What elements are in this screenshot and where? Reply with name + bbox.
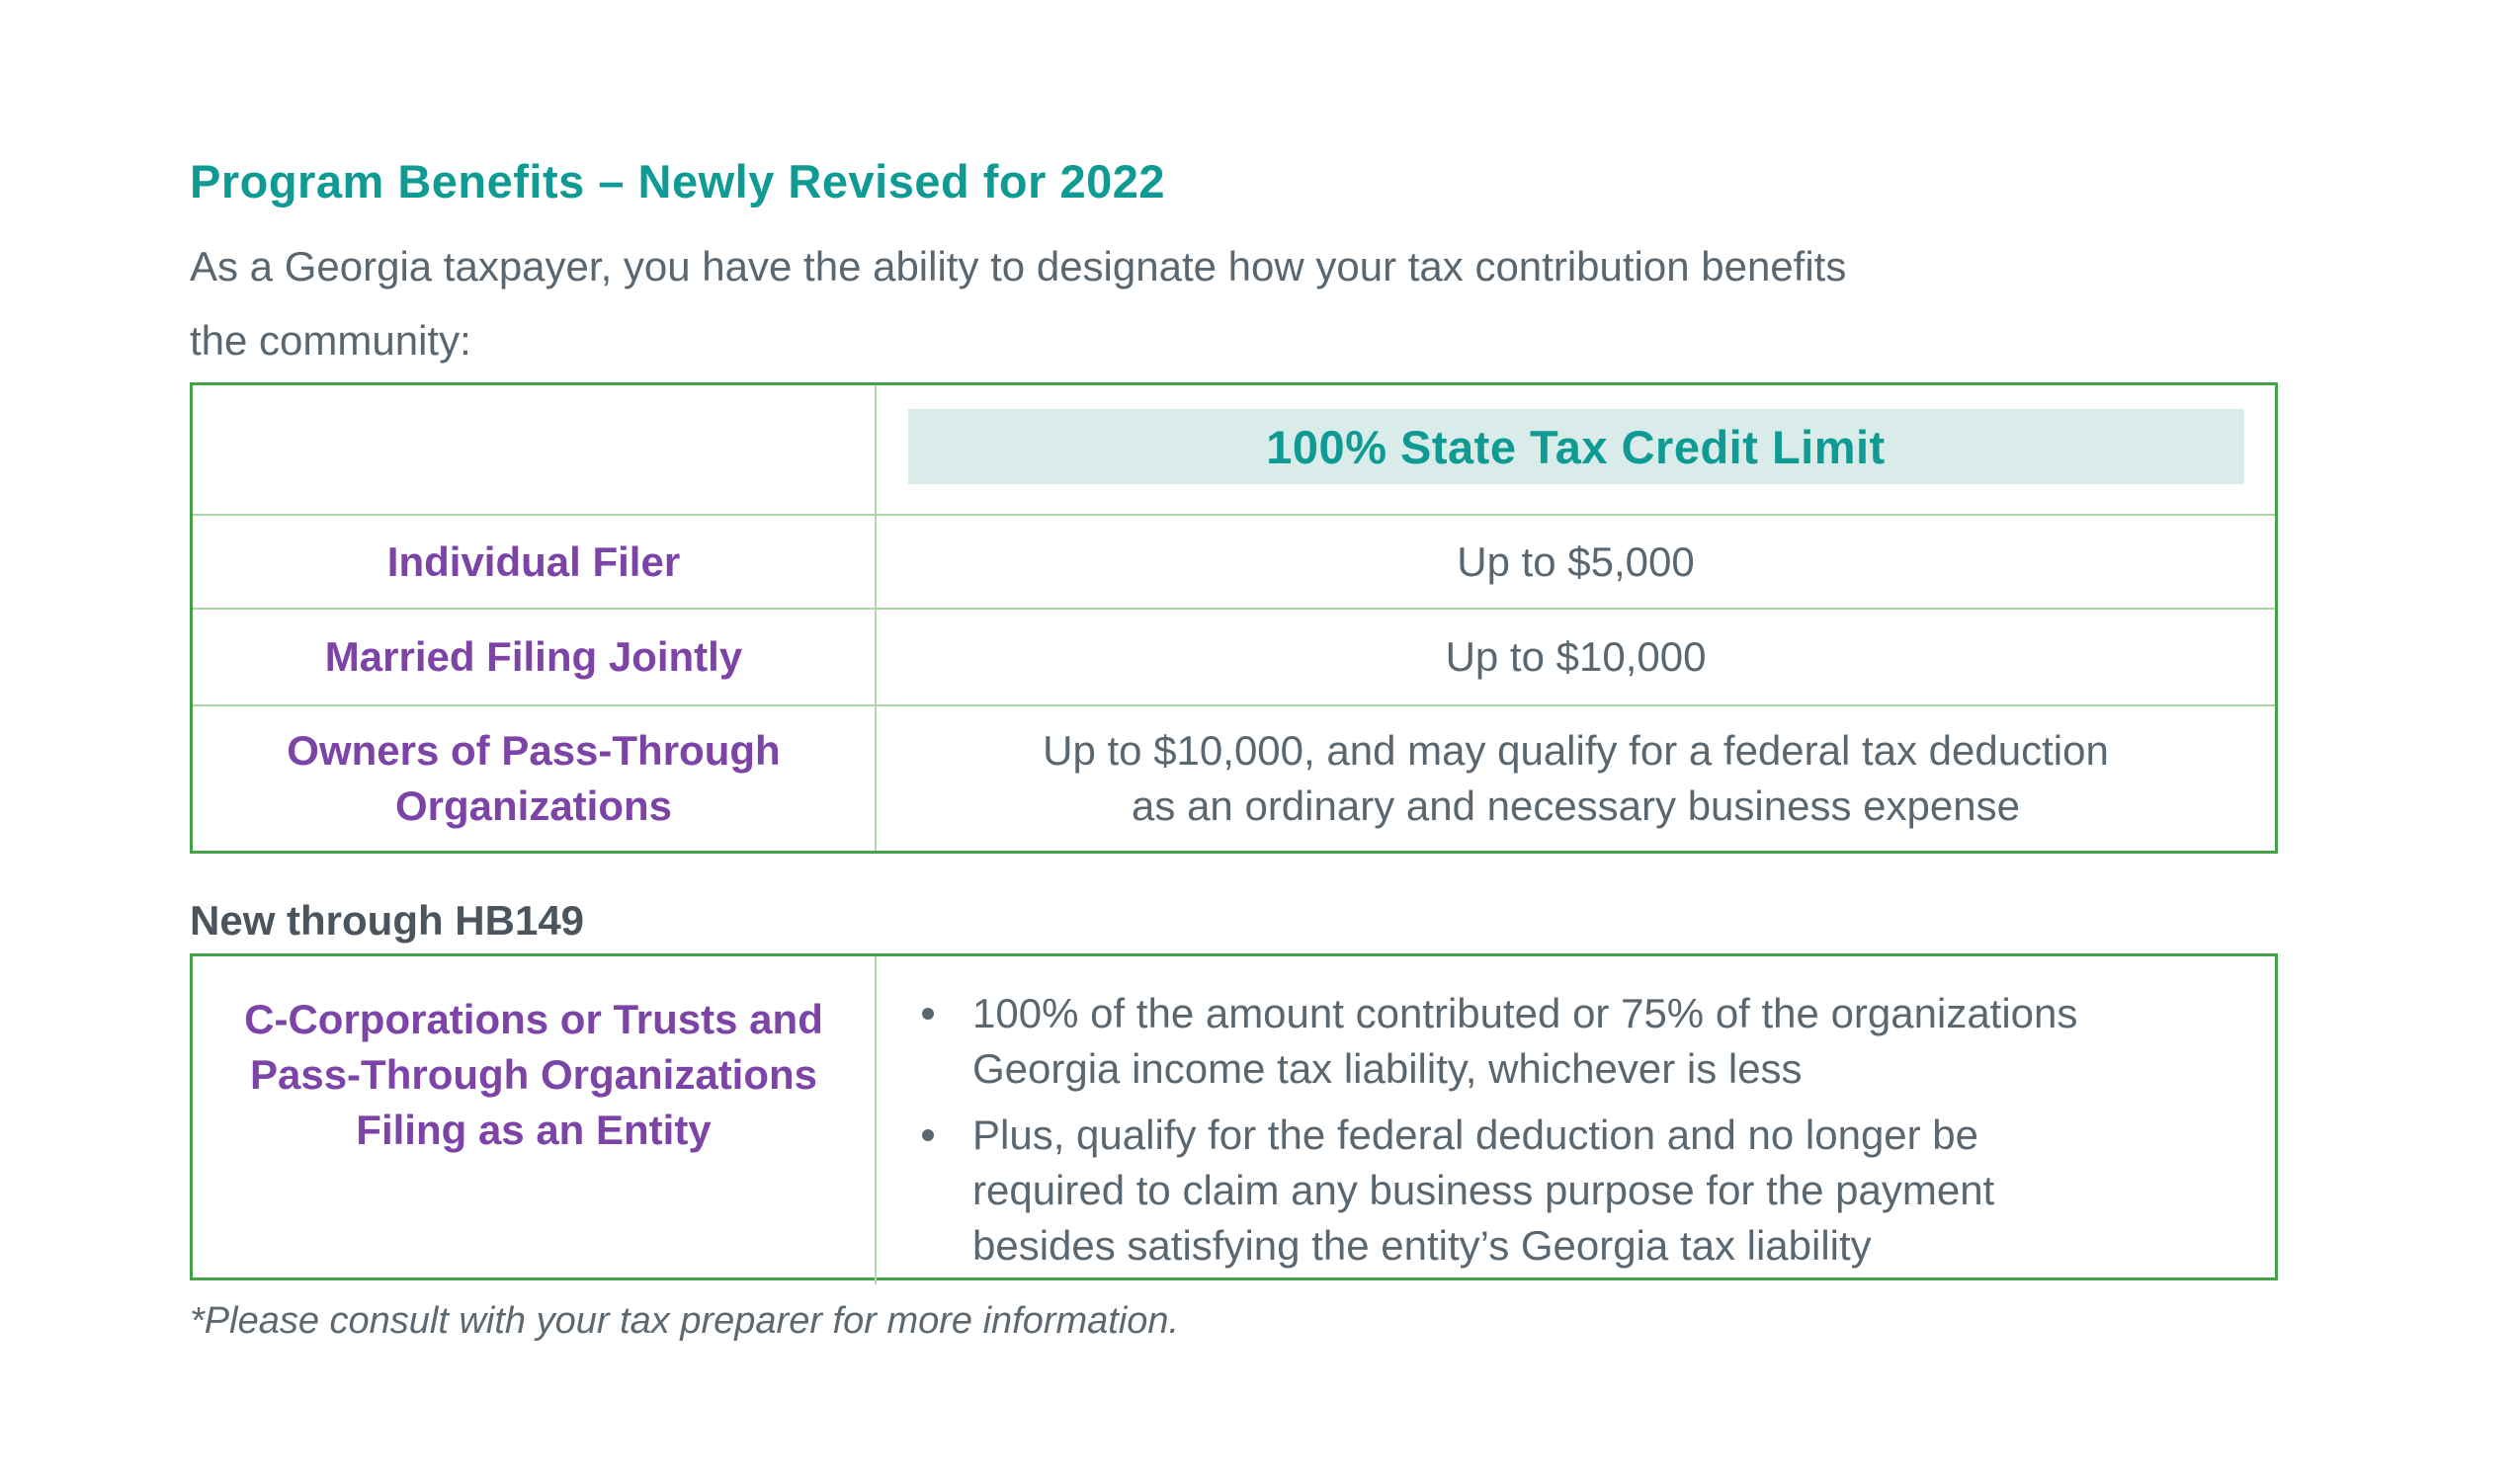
bullet-line: 100% of the amount contributed or 75% of… [972, 990, 2078, 1036]
row-value-text: Up to $10,000 [1445, 633, 1707, 680]
entity-benefits-cell: 100% of the amount contributed or 75% of… [875, 956, 2275, 1284]
credit-limit-header-label: 100% State Tax Credit Limit [907, 409, 2244, 484]
row-label-text: Owners of Pass-Through [287, 727, 781, 774]
intro-line: the community: [190, 317, 471, 364]
bullet-text: 100% of the amount contributed or 75% of… [972, 986, 2077, 1097]
page-title: Program Benefits – Newly Revised for 202… [190, 155, 1166, 207]
row-label-individual-filer: Individual Filer [193, 514, 875, 608]
row-value-text: as an ordinary and necessary business ex… [1132, 782, 2020, 829]
entity-label-text: Pass-Through Organizations [249, 1051, 818, 1098]
bullet-text: Plus, qualify for the federal deduction … [972, 1108, 1994, 1274]
footnote: *Please consult with your tax preparer f… [190, 1300, 1180, 1342]
row-label-text: Individual Filer [386, 537, 681, 585]
entity-label-text: Filing as an Entity [356, 1107, 712, 1153]
row-label-owners-pass-through: Owners of Pass-Through Organizations [193, 704, 875, 851]
intro-paragraph: As a Georgia taxpayer, you have the abil… [190, 229, 2255, 377]
bullet-dot-icon [922, 1008, 934, 1020]
row-label-married-filing-jointly: Married Filing Jointly [193, 608, 875, 704]
bullet-dot-icon [922, 1129, 934, 1141]
hb149-section-heading: New through HB149 [190, 897, 585, 944]
row-value-text: Up to $5,000 [1457, 537, 1695, 585]
hb149-table: C-Corporations or Trusts and Pass-Throug… [190, 953, 2278, 1284]
bullet-line: Plus, qualify for the federal deduction … [972, 1112, 1979, 1158]
credit-limit-header-cell: 100% State Tax Credit Limit [875, 385, 2275, 514]
row-value-text: Up to $10,000, and may qualify for a fed… [1043, 727, 2109, 774]
entity-label-cell: C-Corporations or Trusts and Pass-Throug… [193, 956, 875, 1284]
entity-label-text: C-Corporations or Trusts and [244, 996, 823, 1042]
row-value-married-filing-jointly: Up to $10,000 [875, 608, 2275, 704]
bullet-item: 100% of the amount contributed or 75% of… [922, 986, 2235, 1097]
benefits-table: 100% State Tax Credit Limit Individual F… [190, 382, 2278, 854]
benefits-table-empty-corner-cell [193, 385, 875, 514]
bullet-line: Georgia income tax liability, whichever … [972, 1045, 1803, 1092]
row-value-owners-pass-through: Up to $10,000, and may qualify for a fed… [875, 704, 2275, 851]
bullet-line: besides satisfying the entity’s Georgia … [972, 1222, 1872, 1269]
bullet-line: required to claim any business purpose f… [972, 1167, 1995, 1213]
bullet-item: Plus, qualify for the federal deduction … [922, 1108, 2235, 1274]
intro-line: As a Georgia taxpayer, you have the abil… [190, 243, 1847, 289]
row-label-text: Organizations [394, 782, 673, 829]
row-value-individual-filer: Up to $5,000 [875, 514, 2275, 608]
row-label-text: Married Filing Jointly [324, 633, 743, 680]
